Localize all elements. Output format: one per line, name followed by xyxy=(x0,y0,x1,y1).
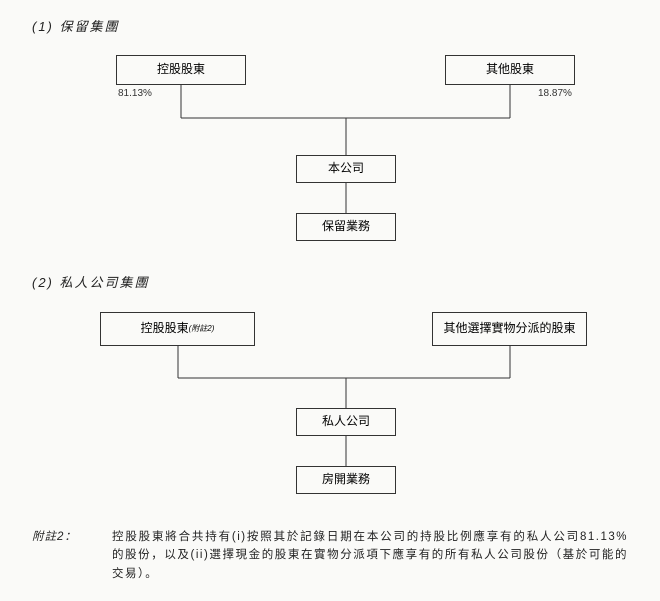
s2-box-top-left: 控股股東(附註2) xyxy=(100,312,255,346)
s1-box-top-right: 其他股東 xyxy=(445,55,575,85)
s1-box-mid: 本公司 xyxy=(296,155,396,183)
footnote-body: 控股股東將合共持有(i)按照其於記錄日期在本公司的持股比例應享有的私人公司81.… xyxy=(112,528,628,583)
s2-box-top-right-label: 其他選擇實物分派的股東 xyxy=(443,321,575,337)
s2-box-bottom-label: 房開業務 xyxy=(322,472,370,488)
section1-heading: (1) 保留集團 xyxy=(32,16,120,35)
s1-box-top-left: 控股股東 xyxy=(116,55,246,85)
s2-box-top-left-label: 控股股東 xyxy=(141,321,189,337)
s1-pct-right: 18.87% xyxy=(538,88,572,99)
s1-pct-left: 81.13% xyxy=(118,88,152,99)
s2-box-mid: 私人公司 xyxy=(296,408,396,436)
s2-box-top-right: 其他選擇實物分派的股東 xyxy=(432,312,587,346)
page-root: (1) 保留集團 控股股東 其他股東 本公司 保留業務 81.13% 18.87… xyxy=(0,0,660,601)
s1-box-top-right-label: 其他股東 xyxy=(486,62,534,78)
s2-box-mid-label: 私人公司 xyxy=(322,414,370,430)
s1-box-top-left-label: 控股股東 xyxy=(157,62,205,78)
s2-box-bottom: 房開業務 xyxy=(296,466,396,494)
footnote-label: 附註2： xyxy=(32,528,77,544)
s2-box-top-left-sup: (附註2) xyxy=(189,324,215,334)
s1-box-bottom: 保留業務 xyxy=(296,213,396,241)
s1-box-bottom-label: 保留業務 xyxy=(322,219,370,235)
section2-heading: (2) 私人公司集團 xyxy=(32,272,150,291)
s1-box-mid-label: 本公司 xyxy=(328,161,364,177)
